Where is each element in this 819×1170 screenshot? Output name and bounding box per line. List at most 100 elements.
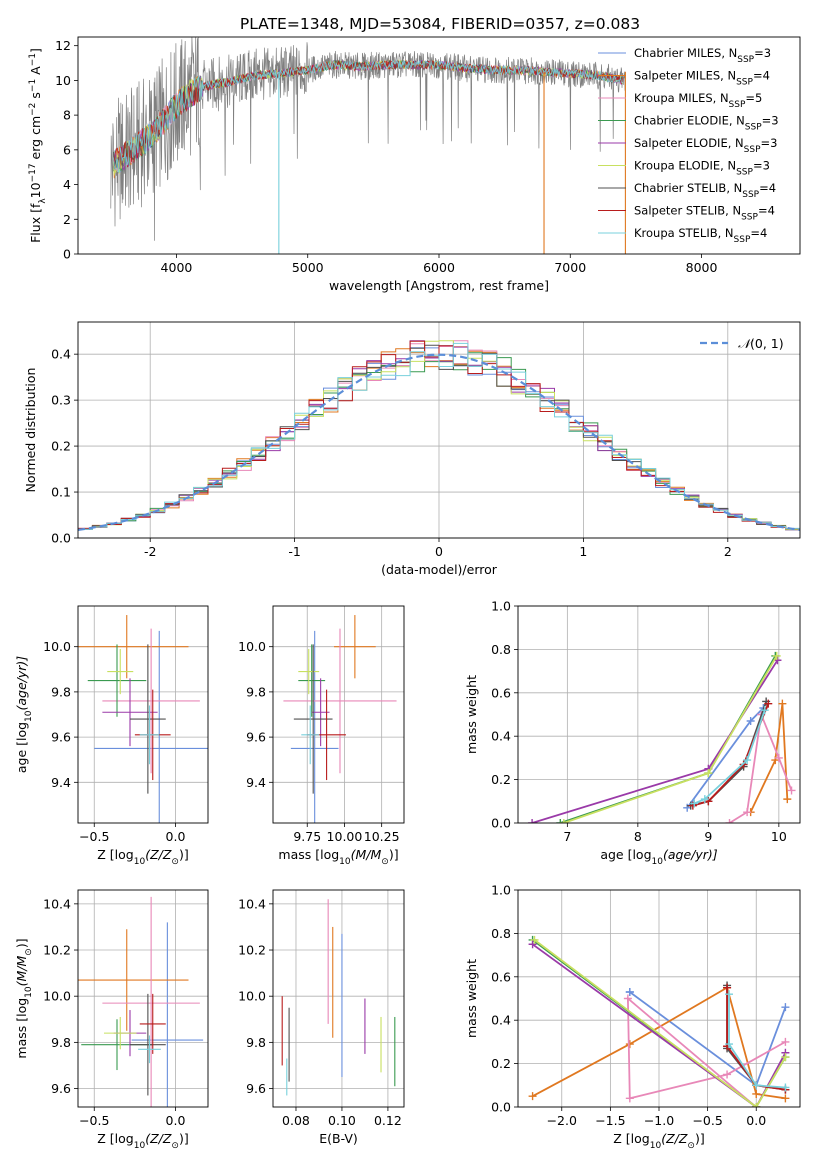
y-axis-label: mass weight xyxy=(464,675,479,754)
axes-mass-vs-EBV: 0.08 0.10 0.12 9.6 9.8 10.0 10.2 10.4 E(B-V) xyxy=(238,889,405,1146)
y-tick-label: 10.2 xyxy=(43,943,71,958)
legend-label: 𝒩(0, 1) xyxy=(738,336,784,351)
mass-weight-marker xyxy=(781,1037,790,1046)
axes-mass-vs-Z: −0.5 0.0 9.6 9.8 10.0 10.2 10.4 Z [log10(Z/Z⊙)]… xyxy=(14,889,209,1151)
mass-weight-marker xyxy=(723,983,732,992)
x-tick-label: -1 xyxy=(288,544,300,559)
axes-frame xyxy=(77,605,209,824)
mass-weight-marker xyxy=(625,1094,634,1103)
x-tick-label: 9 xyxy=(704,829,712,844)
y-tick-label: 0 xyxy=(63,247,71,262)
y-tick-label: 10.2 xyxy=(238,943,266,958)
legend-label: Chabrier MILES, NSSP=3 xyxy=(634,46,771,65)
y-tick-label: 8 xyxy=(63,108,71,123)
x-tick-label: 10.25 xyxy=(364,829,400,844)
mass-weight-salpeter-miles xyxy=(746,699,792,817)
x-tick-label: 5000 xyxy=(292,260,324,275)
axes-frame xyxy=(77,36,801,255)
plot-area xyxy=(528,651,796,823)
errorbar-salpeter-stelib xyxy=(139,993,166,1054)
x-tick-label: 0 xyxy=(435,544,443,559)
x-axis-label: Z [log10(Z/Z⊙)] xyxy=(97,1131,188,1151)
plot-area xyxy=(78,896,204,1107)
legend: Chabrier MILES, NSSP=3 Salpeter MILES, NS… xyxy=(598,46,779,245)
mass-weight-marker xyxy=(530,935,539,944)
x-tick-label: -2 xyxy=(144,544,156,559)
figure-title: PLATE=1348, MJD=53084, FIBERID=0357, z=0… xyxy=(240,15,640,33)
legend-label: Salpeter MILES, NSSP=4 xyxy=(634,69,770,88)
mass-weight-marker xyxy=(725,1040,734,1049)
legend-label: Chabrier STELIB, NSSP=4 xyxy=(634,181,776,200)
y-tick-label: 10.0 xyxy=(238,989,266,1004)
x-axis-label: Z [log10(Z/Z⊙)] xyxy=(613,1131,704,1151)
x-tick-label: 0.10 xyxy=(328,1113,356,1128)
x-tick-label: −0.5 xyxy=(692,1113,722,1128)
normal-distribution-curve xyxy=(78,353,800,531)
y-tick-label: 0.8 xyxy=(491,926,511,941)
y-tick-label: 0.4 xyxy=(51,347,71,362)
mass-weight-marker xyxy=(772,651,781,660)
mass-weight-marker xyxy=(528,940,537,949)
mass-weight-kroupa-elodie xyxy=(559,651,781,823)
x-tick-label: 0.0 xyxy=(166,829,186,844)
errorbar-chabrier-miles xyxy=(290,630,339,823)
mass-weight-marker xyxy=(625,1040,634,1049)
errorbar-chabrier-miles xyxy=(94,630,208,823)
axes-residuals: -2 -1 0 1 2 0.0 0.1 0.2 0.3 0.4 𝒩(0, 1) (data-model… xyxy=(23,321,801,577)
mass-weight-marker xyxy=(752,1081,761,1090)
x-axis-label: Z [log10(Z/Z⊙)] xyxy=(97,847,188,867)
x-tick-label: 7000 xyxy=(554,260,586,275)
errorbar-kroupa-elodie xyxy=(104,1016,137,1050)
x-tick-label: 7 xyxy=(563,829,571,844)
mass-weight-marker xyxy=(752,1089,761,1098)
y-tick-label: 0.3 xyxy=(51,393,71,408)
x-tick-label: 4000 xyxy=(161,260,193,275)
mass-weight-marker xyxy=(778,699,787,708)
legend-label: Salpeter ELODIE, NSSP=3 xyxy=(634,136,777,155)
legend: 𝒩(0, 1) xyxy=(700,336,784,351)
errorbar-salpeter-miles xyxy=(78,929,189,1031)
y-axis-label: mass weight xyxy=(464,959,479,1038)
y-tick-label: 0.6 xyxy=(491,969,511,984)
y-tick-label: 1.0 xyxy=(491,883,511,898)
plot-area xyxy=(283,615,397,823)
y-axis-label: age [log10(age/yr)] xyxy=(14,656,34,773)
x-tick-label: 8 xyxy=(634,829,642,844)
axes-frame xyxy=(517,889,801,1108)
errorbar-kroupa-stelib xyxy=(301,705,320,765)
errorbar-kroupa-miles xyxy=(102,896,200,1107)
mass-weight-line xyxy=(532,943,787,1107)
y-tick-label: 1.0 xyxy=(491,599,511,614)
mass-weight-marker xyxy=(781,1083,790,1092)
mass-weight-kroupa-elodie xyxy=(530,935,790,1107)
x-tick-label: 0.0 xyxy=(166,1113,186,1128)
errorbar-chabrier-stelib xyxy=(130,644,166,794)
mass-weight-marker xyxy=(760,706,769,715)
x-tick-label: −0.5 xyxy=(79,1113,109,1128)
mass-weight-marker xyxy=(725,990,734,999)
y-tick-label: 4 xyxy=(63,177,71,192)
histogram-kroupa-stelib xyxy=(78,342,800,530)
plot-area xyxy=(528,935,790,1107)
mass-weight-line xyxy=(533,939,787,1107)
x-tick-label: −1.0 xyxy=(644,1113,674,1128)
plot-area xyxy=(281,899,396,1096)
y-tick-label: 0.2 xyxy=(491,1056,511,1071)
errorbar-chabrier-miles xyxy=(131,922,204,1107)
y-tick-label: 0.0 xyxy=(491,1100,511,1115)
y-tick-label: 10.0 xyxy=(43,639,71,654)
mass-weight-marker xyxy=(725,819,734,823)
y-tick-label: 2 xyxy=(63,212,71,227)
x-axis-label: (data-model)/error xyxy=(381,562,498,577)
y-axis-label: mass [log10(M/M⊙)] xyxy=(14,938,34,1058)
x-tick-label: 8000 xyxy=(686,260,718,275)
plot-area xyxy=(78,615,208,823)
x-axis-label: mass [log10(M/M⊙)] xyxy=(278,847,398,867)
y-tick-label: 9.6 xyxy=(51,730,71,745)
mass-weight-line xyxy=(728,994,786,1089)
y-axis-label: Flux [fλ10−17 erg cm−2 s−1 A−1] xyxy=(28,48,48,243)
x-axis-label: wavelength [Angstrom, rest frame] xyxy=(329,278,549,293)
y-tick-label: 12 xyxy=(55,38,71,53)
x-tick-label: 0.12 xyxy=(374,1113,402,1128)
legend-label: Kroupa STELIB, NSSP=4 xyxy=(634,226,767,245)
